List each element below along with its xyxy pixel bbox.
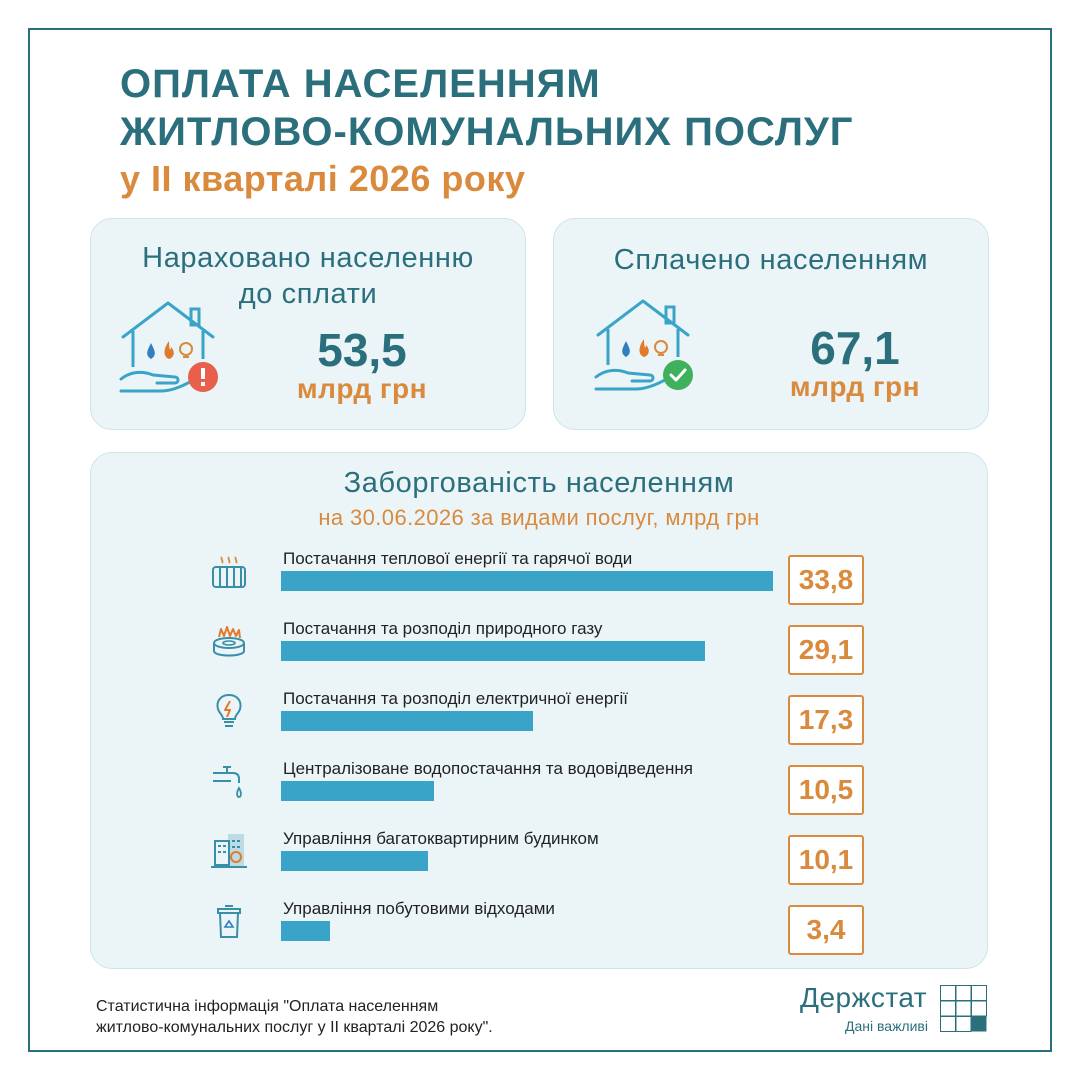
bar xyxy=(281,851,428,871)
bar-label: Постачання та розподіл електричної енерг… xyxy=(283,689,629,708)
bar-label: Централізоване водопостачання та водовід… xyxy=(283,759,693,778)
bar-value-label: 10,1 xyxy=(788,835,864,885)
source-note-line-1: Статистична інформація "Оплата населення… xyxy=(96,998,439,1015)
logo-tagline: Дані важливі xyxy=(845,1018,928,1034)
trash-bin-icon xyxy=(217,905,241,938)
bar xyxy=(281,641,705,661)
gas-burner-icon xyxy=(213,626,245,657)
accrued-value: 53,5 xyxy=(317,324,407,376)
house-paid-check-icon xyxy=(594,299,693,391)
logo-name: Держстат xyxy=(800,982,928,1013)
paid-card: Сплачено населенням 67,1 млрд грн xyxy=(553,218,989,430)
debt-subtitle: на 30.06.2026 за видами послуг, млрд грн xyxy=(318,505,760,530)
water-tap-icon xyxy=(213,766,242,798)
debt-card: Заборгованість населенням на 30.06.2026 … xyxy=(90,452,988,969)
page-title-line-1: ОПЛАТА НАСЕЛЕННЯМ xyxy=(120,62,601,106)
bar-label: Управління багатоквартирним будинком xyxy=(283,829,599,848)
accrued-title-line-1: Нараховано населенню xyxy=(142,242,474,274)
source-note: Статистична інформація "Оплата населення… xyxy=(96,996,493,1038)
source-note-line-2: житлово-комунальних послуг у II кварталі… xyxy=(96,1019,493,1036)
bar-value-label: 29,1 xyxy=(788,625,864,675)
bar-value-label: 3,4 xyxy=(788,905,864,955)
page-title-line-2: ЖИТЛОВО-КОМУНАЛЬНИХ ПОСЛУГ xyxy=(120,110,854,154)
paid-unit: млрд грн xyxy=(789,371,921,402)
bar-label: Постачання та розподіл природного газу xyxy=(283,619,603,638)
accrued-unit: млрд грн xyxy=(296,373,428,404)
apartment-building-icon xyxy=(211,834,247,868)
paid-title: Сплачено населенням xyxy=(613,244,929,276)
house-warning-icon xyxy=(119,301,218,393)
lightbulb-icon xyxy=(216,693,242,727)
paid-value: 67,1 xyxy=(810,322,900,374)
bar-value-label: 10,5 xyxy=(788,765,864,815)
bar xyxy=(281,781,434,801)
bar-label: Постачання теплової енергії та гарячої в… xyxy=(283,549,633,568)
infographic-frame xyxy=(28,28,1052,1052)
bar xyxy=(281,921,330,941)
accrued-card: Нараховано населенню до сплати 53,5 млрд… xyxy=(90,218,526,430)
radiator-icon xyxy=(212,556,246,588)
page-title-period: у II кварталі 2026 року xyxy=(120,158,526,199)
debt-title: Заборгованість населенням xyxy=(343,467,735,499)
bar-label: Управління побутовими відходами xyxy=(283,899,555,918)
logo-grid-icon xyxy=(940,985,987,1032)
bar-value-label: 33,8 xyxy=(788,555,864,605)
accrued-title-line-2: до сплати xyxy=(238,278,378,310)
bar-value-label: 17,3 xyxy=(788,695,864,745)
bar xyxy=(281,571,773,591)
bar xyxy=(281,711,533,731)
